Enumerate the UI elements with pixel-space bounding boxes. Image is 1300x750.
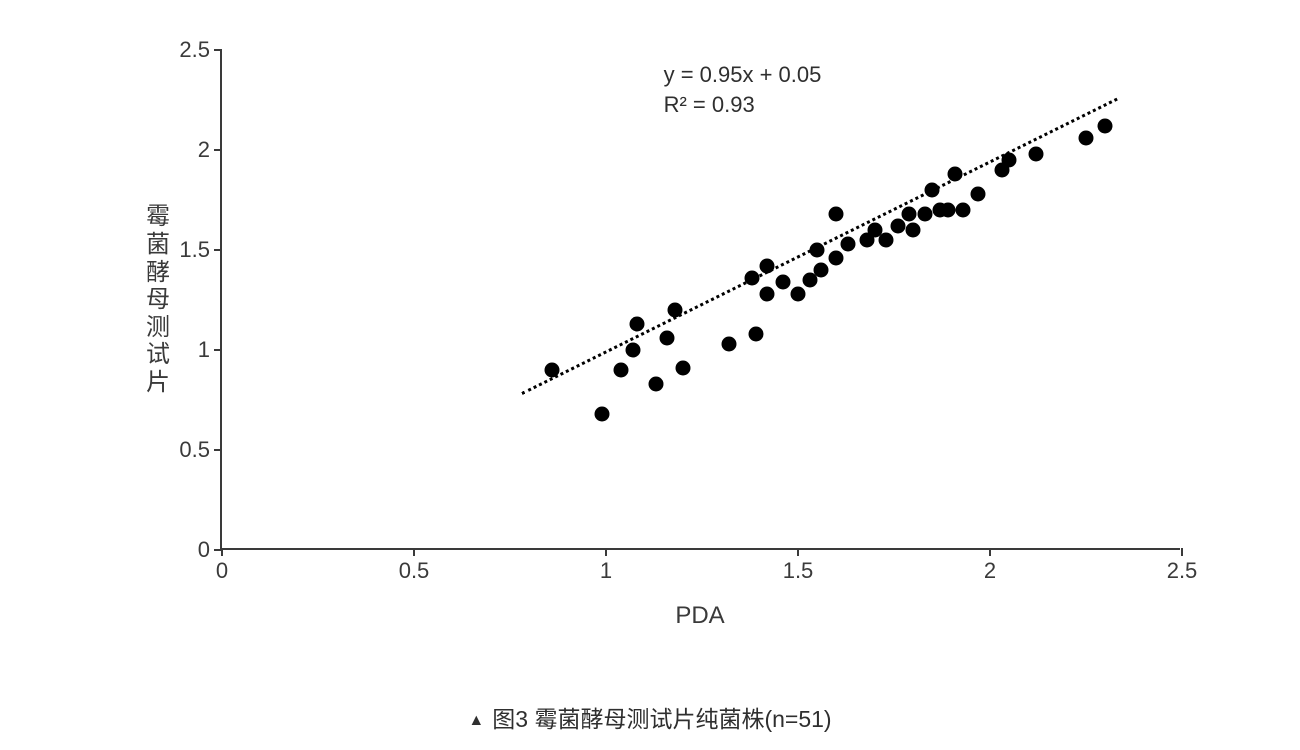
data-point [760,287,775,302]
data-point [1098,119,1113,134]
y-tick-label: 2.5 [179,37,222,63]
data-point [902,207,917,222]
data-point [721,337,736,352]
data-point [775,275,790,290]
x-tick-label: 1.5 [783,558,814,584]
x-tick-label: 1 [600,558,612,584]
y-tick-label: 1 [198,337,222,363]
x-tick-label: 0.5 [399,558,430,584]
data-point [956,203,971,218]
caption-marker-icon: ▲ [468,712,484,730]
data-point [648,377,663,392]
data-point [879,233,894,248]
data-point [1029,147,1044,162]
data-point [614,363,629,378]
data-point [748,327,763,342]
data-point [660,331,675,346]
data-point [917,207,932,222]
equation-text: y = 0.95x + 0.05 [664,60,822,90]
caption-text: 图3 霉菌酵母测试片纯菌株(n=51) [492,706,831,732]
x-tick-label: 2 [984,558,996,584]
data-point [971,187,986,202]
data-point [906,223,921,238]
data-point [625,343,640,358]
data-point [814,263,829,278]
chart-container: y = 0.95x + 0.05 R² = 0.93 0 0.5 1 1.5 2 2.5 0… [90,20,1210,660]
trend-line [521,97,1118,394]
data-point [629,317,644,332]
data-point [829,251,844,266]
figure-caption: ▲ 图3 霉菌酵母测试片纯菌株(n=51) [468,700,831,734]
rsquared-text: R² = 0.93 [664,90,822,120]
y-axis-title: 霉菌酵母测试片 [146,50,170,550]
data-point [675,361,690,376]
x-axis-title: PDA [675,602,724,630]
data-point [1079,131,1094,146]
data-point [890,219,905,234]
data-point [791,287,806,302]
y-tick-label: 1.5 [179,237,222,263]
data-point [829,207,844,222]
data-point [940,203,955,218]
y-tick-label: 0.5 [179,437,222,463]
data-point [840,237,855,252]
regression-inset: y = 0.95x + 0.05 R² = 0.93 [664,60,822,119]
y-tick-label: 0 [198,537,222,563]
x-tick-label: 2.5 [1167,558,1198,584]
plot-area: y = 0.95x + 0.05 R² = 0.93 00.511.522.50… [220,50,1180,550]
y-tick-label: 2 [198,137,222,163]
data-point [595,407,610,422]
